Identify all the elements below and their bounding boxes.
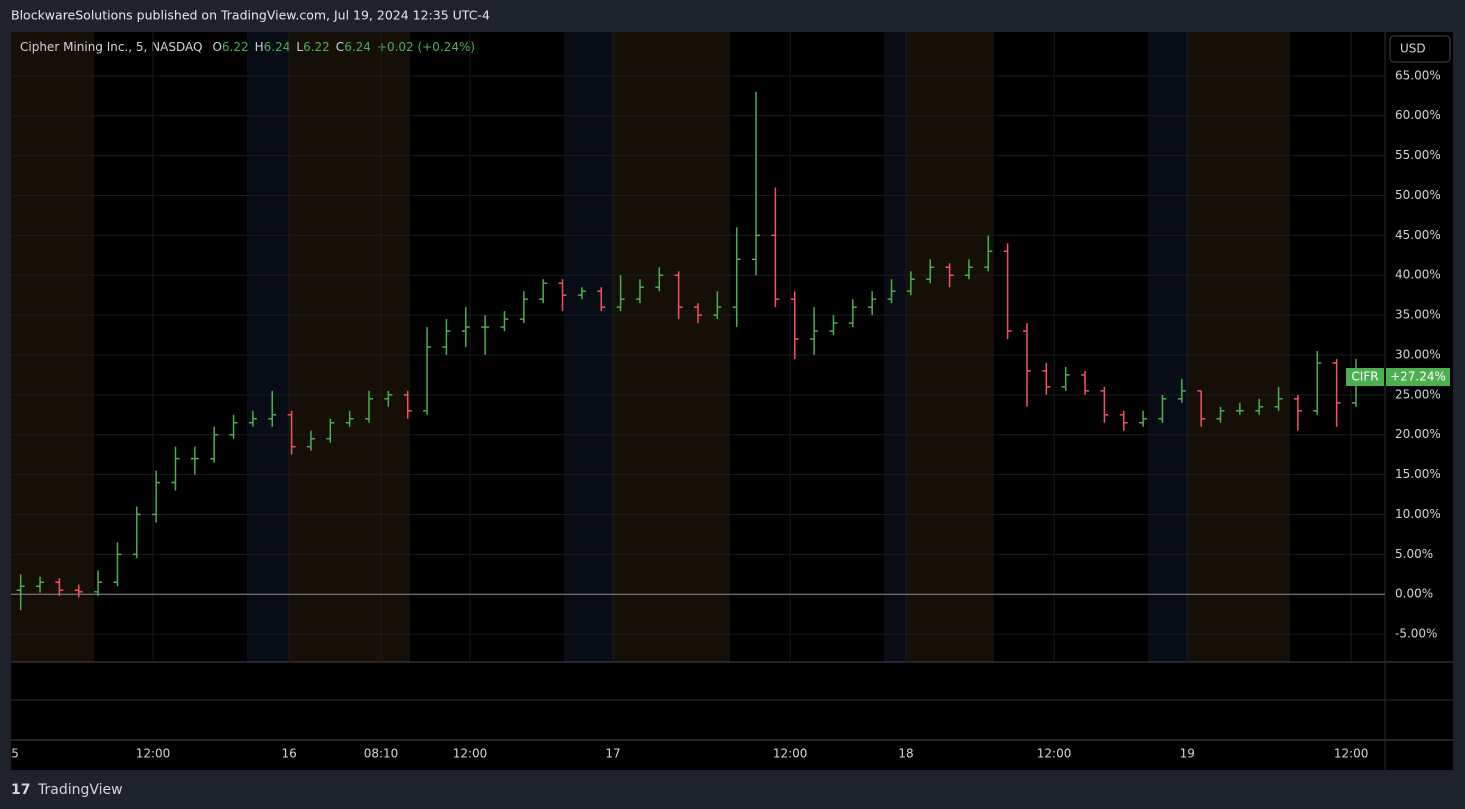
y-tick-label: 0.00%: [1395, 587, 1433, 601]
session-shading: [11, 32, 1290, 662]
x-tick-label: 08:10: [364, 747, 399, 761]
y-tick-label: 20.00%: [1395, 427, 1441, 441]
legend-value: 6.24: [264, 40, 291, 54]
extended-session: [612, 32, 730, 662]
extended-session: [1187, 32, 1290, 662]
legend-value: 6.24: [344, 40, 371, 54]
currency-label: USD: [1400, 42, 1426, 56]
legend-key: C: [336, 40, 344, 54]
x-tick-label: 17: [605, 747, 620, 761]
extended-session: [11, 32, 94, 662]
symbol-tag-label: CIFR: [1351, 369, 1378, 383]
y-tick-label: 65.00%: [1395, 68, 1441, 82]
attribution: BlockwareSolutions published on TradingV…: [11, 8, 490, 23]
brand: TradingView: [37, 782, 123, 798]
x-tick-label: 18: [898, 747, 913, 761]
symbol-tag: [1346, 367, 1384, 386]
x-tick-label: 12:00: [453, 747, 488, 761]
x-tick-label: 12:00: [773, 747, 808, 761]
y-tick-label: 15.00%: [1395, 467, 1441, 481]
x-tick-label: 12:00: [1334, 747, 1369, 761]
extended-session: [906, 32, 994, 662]
premarket-session: [564, 32, 612, 662]
currency-button[interactable]: [1389, 35, 1451, 63]
x-tick-label: 12:00: [136, 747, 171, 761]
legend-key: L: [296, 40, 303, 54]
y-tick-label: -5.00%: [1395, 627, 1437, 641]
y-tick-label: 45.00%: [1395, 228, 1441, 242]
extended-session: [289, 32, 410, 662]
x-tick-label: 16: [281, 747, 296, 761]
y-tick-label: 25.00%: [1395, 387, 1441, 401]
premarket-session: [247, 32, 289, 662]
y-tick-label: 60.00%: [1395, 108, 1441, 122]
brand-logo: 17: [11, 782, 30, 798]
premarket-session: [884, 32, 906, 662]
y-tick-label: 5.00%: [1395, 547, 1433, 561]
legend-value: 6.22: [303, 40, 330, 54]
last-value-tag: [1386, 367, 1450, 386]
legend-change: +0.02 (+0.24%): [377, 40, 475, 54]
y-tick-label: 10.00%: [1395, 507, 1441, 521]
legend-key: H: [255, 40, 264, 54]
y-tick-label: 55.00%: [1395, 148, 1441, 162]
premarket-session: [1148, 32, 1187, 662]
y-tick-label: 40.00%: [1395, 268, 1441, 282]
y-tick-label: 30.00%: [1395, 347, 1441, 361]
symbol-title: Cipher Mining Inc., 5, NASDAQ: [20, 40, 202, 54]
legend: Cipher Mining Inc., 5, NASDAQ O6.22 H6.24 L…: [20, 40, 475, 54]
x-tick-label: 12:00: [1037, 747, 1072, 761]
x-tick-label: 19: [1180, 747, 1195, 761]
last-value-label: +27.24%: [1390, 369, 1446, 383]
x-tick-label: 5: [11, 747, 19, 761]
y-tick-label: 35.00%: [1395, 308, 1441, 322]
legend-key: O: [212, 40, 221, 54]
y-tick-label: 50.00%: [1395, 188, 1441, 202]
legend-value: 6.22: [222, 40, 249, 54]
